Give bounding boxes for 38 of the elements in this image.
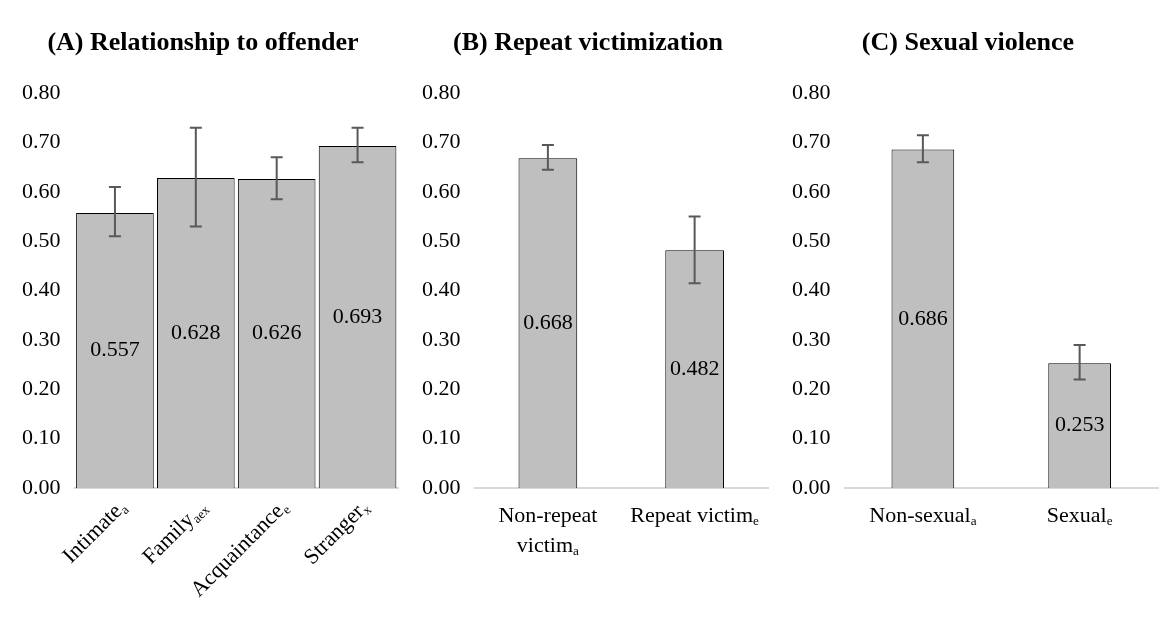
data-label: 0.693: [332, 302, 383, 328]
y-tick-label: 0.30: [792, 325, 831, 351]
y-tick-label: 0.50: [792, 227, 831, 253]
y-tick-label: 0.80: [422, 78, 461, 104]
y-tick-label: 0.80: [22, 78, 61, 104]
y-tick-label: 0.60: [792, 177, 831, 203]
y-tick-label: 0.80: [792, 78, 831, 104]
y-tick-label: 0.10: [22, 424, 61, 450]
y-tick-label: 0.50: [22, 227, 61, 253]
data-label: 0.668: [523, 308, 573, 334]
y-tick-label: 0.70: [422, 128, 461, 154]
y-tick-label: 0.30: [422, 325, 461, 351]
y-tick-label: 0.60: [22, 177, 61, 203]
y-tick-label: 0.20: [22, 375, 61, 401]
chart-title: (C) Sexual violence: [861, 27, 1075, 57]
chart-title: (B) Repeat victimization: [452, 27, 724, 57]
data-label: 0.626: [251, 319, 302, 345]
y-tick-label: 0.60: [422, 177, 461, 203]
y-tick-label: 0.40: [22, 276, 61, 302]
y-tick-label: 0.70: [792, 128, 831, 154]
y-tick-label: 0.20: [422, 375, 461, 401]
data-label: 0.557: [90, 336, 140, 362]
y-tick-label: 0.40: [422, 276, 461, 302]
y-tick-label: 0.50: [422, 227, 461, 253]
y-tick-label: 0.00: [792, 473, 831, 499]
data-label: 0.253: [1054, 411, 1105, 437]
y-tick-label: 0.00: [422, 473, 461, 499]
data-label: 0.686: [898, 304, 948, 330]
y-tick-label: 0.40: [792, 276, 831, 302]
y-tick-label: 0.10: [422, 424, 461, 450]
data-label: 0.628: [171, 318, 221, 344]
y-tick-label: 0.30: [22, 325, 61, 351]
chart-title: (A) Relationship to offender: [47, 27, 359, 57]
y-tick-label: 0.00: [22, 473, 61, 499]
y-tick-label: 0.10: [792, 424, 831, 450]
data-label: 0.482: [669, 354, 720, 380]
y-tick-label: 0.20: [792, 375, 831, 401]
y-tick-label: 0.70: [22, 128, 61, 154]
